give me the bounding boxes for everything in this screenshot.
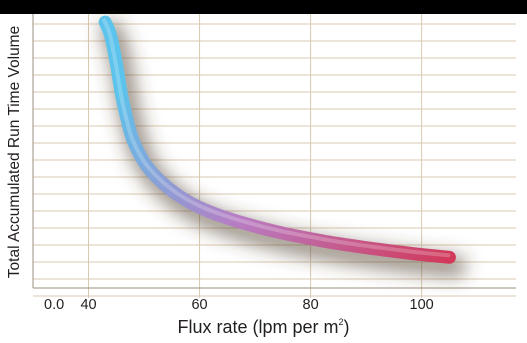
x-tick-label: 0.0	[44, 297, 64, 313]
grid	[33, 14, 516, 298]
axes	[32, 14, 516, 289]
x-tick-label: 40	[80, 297, 96, 313]
series-line-highlight	[102, 18, 451, 258]
top-bar	[0, 0, 527, 14]
series-line	[98, 15, 456, 264]
x-tick-label: 80	[303, 297, 319, 313]
series-group	[98, 15, 467, 278]
x-tick-label: 100	[410, 297, 434, 313]
x-axis-label: Flux rate (lpm per m2)	[177, 317, 350, 337]
x-tick-labels: 0.0 40 60 80 100	[44, 297, 434, 313]
x-tick-label: 60	[191, 297, 207, 313]
